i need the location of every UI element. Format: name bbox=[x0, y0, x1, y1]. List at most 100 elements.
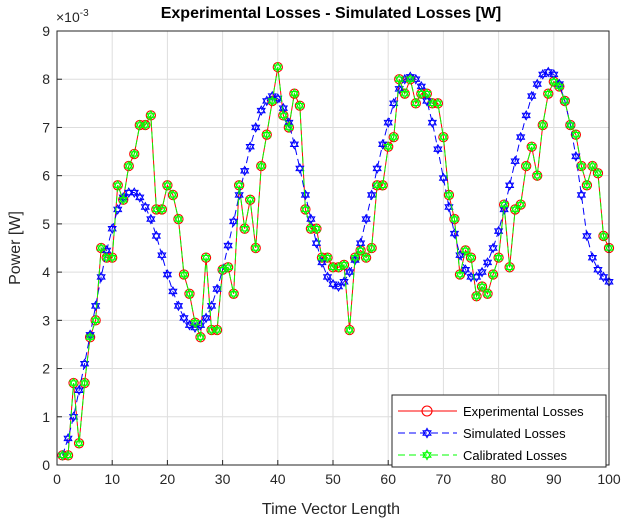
data-point-simulated-losses bbox=[245, 141, 255, 153]
legend-label: Simulated Losses bbox=[463, 426, 566, 441]
y-tick-label: 4 bbox=[42, 264, 50, 280]
data-point-simulated-losses bbox=[504, 179, 515, 191]
data-point-simulated-losses bbox=[516, 131, 526, 143]
series-layer bbox=[57, 61, 615, 461]
data-point-calibrated-losses bbox=[598, 230, 609, 242]
legend-label: Experimental Losses bbox=[463, 404, 584, 419]
x-axis-label: Time Vector Length bbox=[262, 501, 400, 518]
data-point-calibrated-losses bbox=[460, 245, 471, 256]
data-point-calibrated-losses bbox=[107, 252, 117, 264]
data-point-calibrated-losses bbox=[311, 223, 322, 235]
plot-area: 0 10 20 30 40 50 60 70 80 90 100 0 1 2 3 4 5 6 7 8 9 bbox=[42, 23, 621, 487]
x-tick-label: 100 bbox=[597, 471, 621, 487]
data-point-calibrated-losses bbox=[350, 252, 360, 264]
data-point-calibrated-losses bbox=[168, 189, 178, 201]
data-point-simulated-losses bbox=[521, 109, 531, 121]
data-point-simulated-losses bbox=[140, 201, 150, 213]
x-tick-label: 90 bbox=[546, 471, 562, 487]
data-point-simulated-losses bbox=[422, 427, 432, 439]
data-point-calibrated-losses bbox=[466, 252, 476, 264]
data-point-simulated-losses bbox=[90, 300, 101, 312]
data-point-calibrated-losses bbox=[85, 331, 95, 343]
data-point-simulated-losses bbox=[361, 213, 371, 225]
data-point-calibrated-losses bbox=[582, 179, 592, 191]
data-point-calibrated-losses bbox=[68, 377, 79, 389]
data-point-calibrated-losses bbox=[521, 160, 531, 172]
x-tick-label: 80 bbox=[491, 471, 507, 487]
data-point-calibrated-losses bbox=[488, 269, 498, 280]
data-point-simulated-losses bbox=[79, 358, 90, 370]
data-point-simulated-losses bbox=[146, 213, 156, 225]
data-point-calibrated-losses bbox=[560, 95, 570, 107]
legend: Experimental Losses Simulated Losses Calib… bbox=[391, 394, 607, 468]
y-tick-label: 7 bbox=[42, 119, 50, 135]
data-point-calibrated-losses bbox=[538, 119, 548, 131]
data-point-calibrated-losses bbox=[256, 160, 266, 172]
data-point-calibrated-losses bbox=[179, 269, 189, 280]
data-point-calibrated-losses bbox=[344, 324, 355, 336]
data-point-calibrated-losses bbox=[504, 261, 515, 273]
x-tick-label: 20 bbox=[160, 471, 176, 487]
data-point-calibrated-losses bbox=[433, 97, 443, 109]
data-point-calibrated-losses bbox=[245, 194, 255, 206]
data-point-calibrated-losses bbox=[129, 148, 139, 160]
data-point-simulated-losses bbox=[256, 105, 266, 116]
legend-item-experimental-losses: Experimental Losses bbox=[398, 404, 584, 419]
y-tick-label: 5 bbox=[42, 216, 50, 232]
data-point-calibrated-losses bbox=[201, 252, 211, 264]
data-point-simulated-losses bbox=[129, 187, 139, 198]
data-point-experimental-losses bbox=[421, 405, 433, 417]
legend-items: Experimental Losses Simulated Losses Calib… bbox=[398, 404, 584, 463]
series-simulated-losses bbox=[57, 66, 614, 461]
data-point-simulated-losses bbox=[168, 285, 178, 297]
data-point-calibrated-losses bbox=[113, 179, 123, 191]
y-tick-label: 8 bbox=[42, 71, 50, 87]
data-point-simulated-losses bbox=[571, 150, 581, 162]
data-point-simulated-losses bbox=[471, 271, 482, 283]
legend-label: Calibrated Losses bbox=[463, 448, 568, 463]
data-point-calibrated-losses bbox=[571, 129, 581, 141]
data-point-calibrated-losses bbox=[543, 88, 553, 100]
data-point-simulated-losses bbox=[389, 97, 399, 109]
x-tick-label: 10 bbox=[104, 471, 120, 487]
data-point-simulated-losses bbox=[366, 189, 377, 201]
data-point-simulated-losses bbox=[322, 271, 333, 283]
data-point-calibrated-losses bbox=[383, 141, 393, 153]
data-point-calibrated-losses bbox=[96, 242, 106, 254]
data-point-calibrated-losses bbox=[554, 81, 564, 92]
data-point-calibrated-losses bbox=[394, 73, 404, 85]
data-point-simulated-losses bbox=[527, 90, 537, 102]
data-point-simulated-losses bbox=[228, 216, 239, 227]
x-tick-label: 30 bbox=[215, 471, 231, 487]
legend-item-calibrated-losses: Calibrated Losses bbox=[398, 448, 568, 463]
data-point-calibrated-losses bbox=[234, 179, 244, 191]
data-point-calibrated-losses bbox=[355, 245, 366, 256]
data-point-calibrated-losses bbox=[289, 88, 300, 100]
data-point-simulated-losses bbox=[493, 225, 504, 237]
data-point-calibrated-losses bbox=[140, 119, 150, 131]
data-point-calibrated-losses bbox=[228, 288, 239, 300]
y-tick-label: 2 bbox=[42, 361, 50, 377]
data-point-simulated-losses bbox=[162, 269, 173, 280]
data-point-simulated-losses bbox=[157, 249, 167, 261]
data-point-calibrated-losses bbox=[79, 377, 90, 389]
data-point-calibrated-losses bbox=[195, 331, 206, 343]
y-axis-label: Power [W] bbox=[7, 211, 24, 285]
data-point-calibrated-losses bbox=[422, 449, 432, 461]
x-tick-label: 40 bbox=[270, 471, 286, 487]
data-point-calibrated-losses bbox=[157, 204, 167, 215]
data-point-simulated-losses bbox=[344, 266, 355, 278]
data-point-calibrated-losses bbox=[300, 204, 311, 215]
data-point-simulated-losses bbox=[63, 433, 73, 444]
data-point-calibrated-losses bbox=[322, 252, 333, 264]
data-point-simulated-losses bbox=[212, 283, 222, 295]
series-calibrated-losses bbox=[57, 61, 614, 461]
data-point-simulated-losses bbox=[333, 281, 344, 292]
data-point-simulated-losses bbox=[300, 189, 311, 201]
data-point-calibrated-losses bbox=[284, 122, 294, 133]
data-point-calibrated-losses bbox=[124, 160, 134, 172]
data-point-calibrated-losses bbox=[378, 179, 388, 191]
x-axis: 0 10 20 30 40 50 60 70 80 90 100 bbox=[53, 460, 621, 487]
y-tick-label: 6 bbox=[42, 168, 50, 184]
